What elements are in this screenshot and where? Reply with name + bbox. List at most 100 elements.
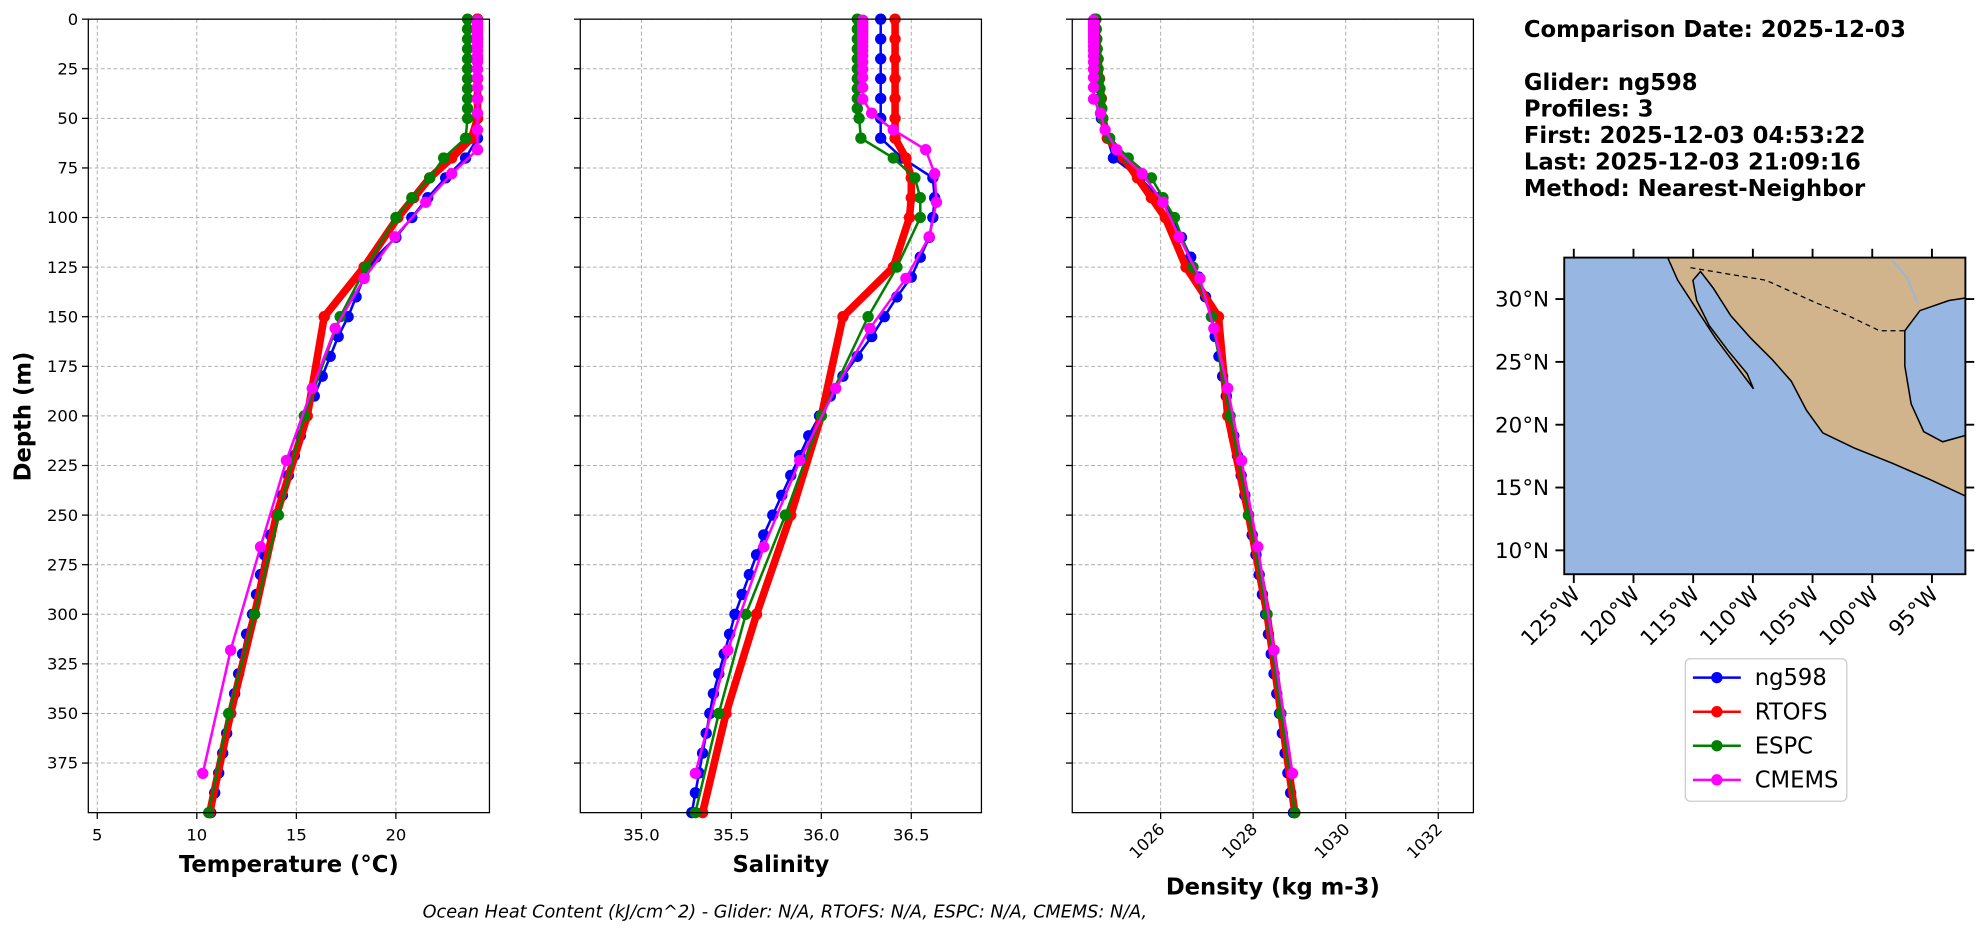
profile-marker xyxy=(254,541,267,553)
lon-tick-label: 120°W xyxy=(1576,582,1645,651)
profile-marker xyxy=(1157,196,1169,208)
info-line: First: 2025-12-03 04:53:22 xyxy=(1524,123,1866,149)
x-tick-label: 1030 xyxy=(1311,820,1354,863)
profile-marker xyxy=(1252,541,1264,553)
profile-marker xyxy=(889,73,901,85)
profile-marker xyxy=(1286,767,1299,780)
lon-tick-label: 110°W xyxy=(1695,582,1764,651)
profile-marker xyxy=(1268,644,1280,656)
y-tick-label: 0 xyxy=(68,10,78,29)
profile-marker xyxy=(461,92,474,105)
profile-marker xyxy=(864,322,876,335)
profile-marker xyxy=(862,311,874,323)
x-tick-label: 35.5 xyxy=(713,825,749,844)
profile-marker xyxy=(713,707,725,720)
profile-marker xyxy=(794,454,806,467)
profile-marker xyxy=(909,172,921,184)
lon-tick-label: 100°W xyxy=(1815,582,1884,651)
profile-marker xyxy=(830,382,842,395)
profile-marker xyxy=(1087,81,1100,94)
profile-marker xyxy=(1208,322,1220,335)
profile-marker xyxy=(891,261,903,273)
profile-line xyxy=(1092,20,1294,774)
profile-marker xyxy=(875,53,887,65)
profile-marker xyxy=(903,211,916,224)
profile-marker xyxy=(406,192,418,204)
profile-marker xyxy=(914,192,926,204)
profile-marker xyxy=(1145,192,1158,204)
y-tick-label: 275 xyxy=(47,555,78,574)
y-tick-label: 300 xyxy=(47,605,78,624)
lon-tick-label: 125°W xyxy=(1516,582,1585,651)
profile-marker xyxy=(420,196,432,208)
profile-marker xyxy=(900,272,912,285)
y-tick-label: 25 xyxy=(57,59,78,78)
border xyxy=(1690,267,1905,332)
profile-marker xyxy=(857,63,869,75)
y-tick-label: 250 xyxy=(47,506,78,525)
profile-marker xyxy=(851,102,863,115)
profile-marker xyxy=(329,322,341,335)
x-tick-label: 1026 xyxy=(1126,820,1169,863)
x-axis-label: Salinity xyxy=(732,852,829,878)
profile-marker xyxy=(306,382,318,395)
legend-marker xyxy=(1711,740,1723,752)
legend-label: ESPC xyxy=(1755,733,1813,759)
x-tick-label: 5 xyxy=(92,825,102,844)
lat-tick-label: 20°N xyxy=(1495,413,1549,438)
y-tick-label: 150 xyxy=(47,307,78,326)
profile-marker xyxy=(905,192,917,204)
profile-marker xyxy=(740,608,752,620)
info-line: Last: 2025-12-03 21:09:16 xyxy=(1524,149,1861,175)
profile-marker xyxy=(889,112,901,125)
x-tick-label: 35.0 xyxy=(623,825,659,844)
profile-marker xyxy=(923,231,935,243)
x-tick-label: 20 xyxy=(385,825,406,844)
legend-marker xyxy=(1711,706,1723,718)
profile-marker xyxy=(889,92,901,105)
profile-marker xyxy=(445,168,458,180)
plot-frame xyxy=(1071,18,1475,814)
profile-marker xyxy=(471,81,484,94)
profile-marker xyxy=(857,71,869,84)
x-tick-label: 1032 xyxy=(1403,820,1446,863)
profile-marker xyxy=(928,168,941,180)
profile-marker xyxy=(222,707,235,720)
profile-marker xyxy=(887,152,899,164)
footer: Ocean Heat Content (kJ/cm^2) - Glider: N… xyxy=(423,902,1148,922)
legend-marker xyxy=(1711,671,1723,684)
profile-marker xyxy=(459,152,472,164)
land xyxy=(1666,257,1966,497)
legend-marker xyxy=(1711,774,1723,786)
profile-marker xyxy=(689,767,702,780)
y-tick-label: 225 xyxy=(47,456,78,475)
profile-marker xyxy=(729,608,741,620)
info-line: Method: Nearest-Neighbor xyxy=(1524,176,1866,202)
profile-marker xyxy=(1235,454,1248,467)
y-tick-label: 125 xyxy=(47,258,78,277)
profile-marker xyxy=(857,93,869,105)
profile-marker xyxy=(1194,272,1206,285)
map-frame xyxy=(1563,256,1967,576)
profile-marker xyxy=(875,132,887,144)
profile-marker xyxy=(280,454,293,467)
profile-marker xyxy=(750,608,763,620)
profile-marker xyxy=(424,172,436,184)
profile-marker xyxy=(437,152,450,164)
y-tick-label: 100 xyxy=(47,208,78,227)
x-tick-label: 36.5 xyxy=(893,825,929,844)
profile-marker xyxy=(758,541,770,553)
profile-marker xyxy=(461,73,474,85)
info-line: Profiles: 3 xyxy=(1524,96,1654,122)
legend-label: RTOFS xyxy=(1755,699,1828,725)
y-tick-label: 375 xyxy=(47,754,78,773)
x-tick-label: 36.0 xyxy=(803,825,839,844)
profile-marker xyxy=(461,63,474,75)
profile-marker xyxy=(875,73,887,85)
plot-frame xyxy=(579,18,983,814)
profile-marker xyxy=(318,311,330,323)
profile-marker xyxy=(461,102,474,115)
y-tick-label: 175 xyxy=(47,357,78,376)
profile-marker xyxy=(857,81,869,94)
